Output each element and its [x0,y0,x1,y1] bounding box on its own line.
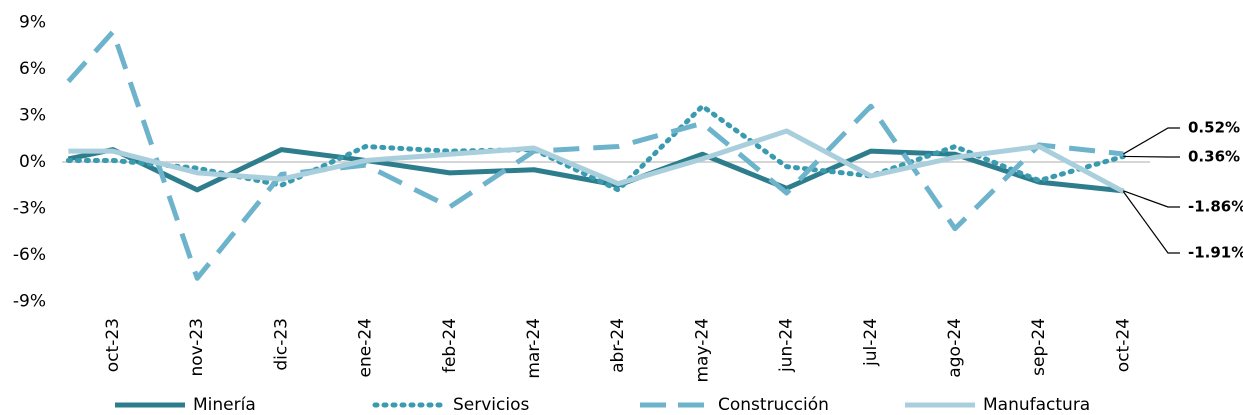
x-tick-label: oct-23 [103,318,123,372]
legend-item: Minería [115,395,256,415]
legend-label: Servicios [453,395,529,415]
legend-label: Manufactura [983,395,1090,415]
y-tick-label: -6% [13,245,46,265]
y-tick-label: -3% [13,199,46,219]
x-tick-label: jun-24 [777,318,797,373]
legend-item: Servicios [372,395,529,415]
x-tick-label: ago-24 [945,318,965,378]
x-tick-label: ene-24 [356,318,376,377]
leader-line [1122,191,1180,254]
leader-line [1123,190,1180,208]
series-line [67,147,1124,194]
legend-label: Construcción [718,395,829,415]
legend-item: Manufactura [905,395,1090,415]
x-tick-label: feb-24 [440,318,460,373]
x-tick-label: mar-24 [524,318,544,379]
x-tick-label: jul-24 [861,318,881,367]
x-tick-label: may-24 [692,318,712,383]
y-tick-label: -9% [13,292,46,312]
y-tick-label: 3% [19,106,46,126]
legend-label: Minería [193,395,256,415]
x-tick-label: abr-24 [608,318,628,373]
leader-line [1123,127,1180,155]
value-label: 0.52% [1188,119,1240,137]
y-tick-label: 0% [19,152,46,172]
y-tick-label: 9% [19,13,46,33]
series-line [68,128,1125,194]
value-label: 0.36% [1188,148,1240,166]
value-label: -1.86% [1188,198,1243,216]
series-line [66,29,1124,281]
x-tick-label: dic-23 [271,318,291,371]
value-label: -1.91% [1188,244,1243,262]
x-tick-label: sep-24 [1029,318,1049,376]
legend-item: Construcción [640,395,829,415]
y-tick-label: 6% [19,59,46,79]
leader-line [1123,155,1180,158]
x-tick-label: oct-24 [1113,318,1133,372]
series-line [65,103,1126,193]
x-tick-label: nov-23 [187,318,207,377]
